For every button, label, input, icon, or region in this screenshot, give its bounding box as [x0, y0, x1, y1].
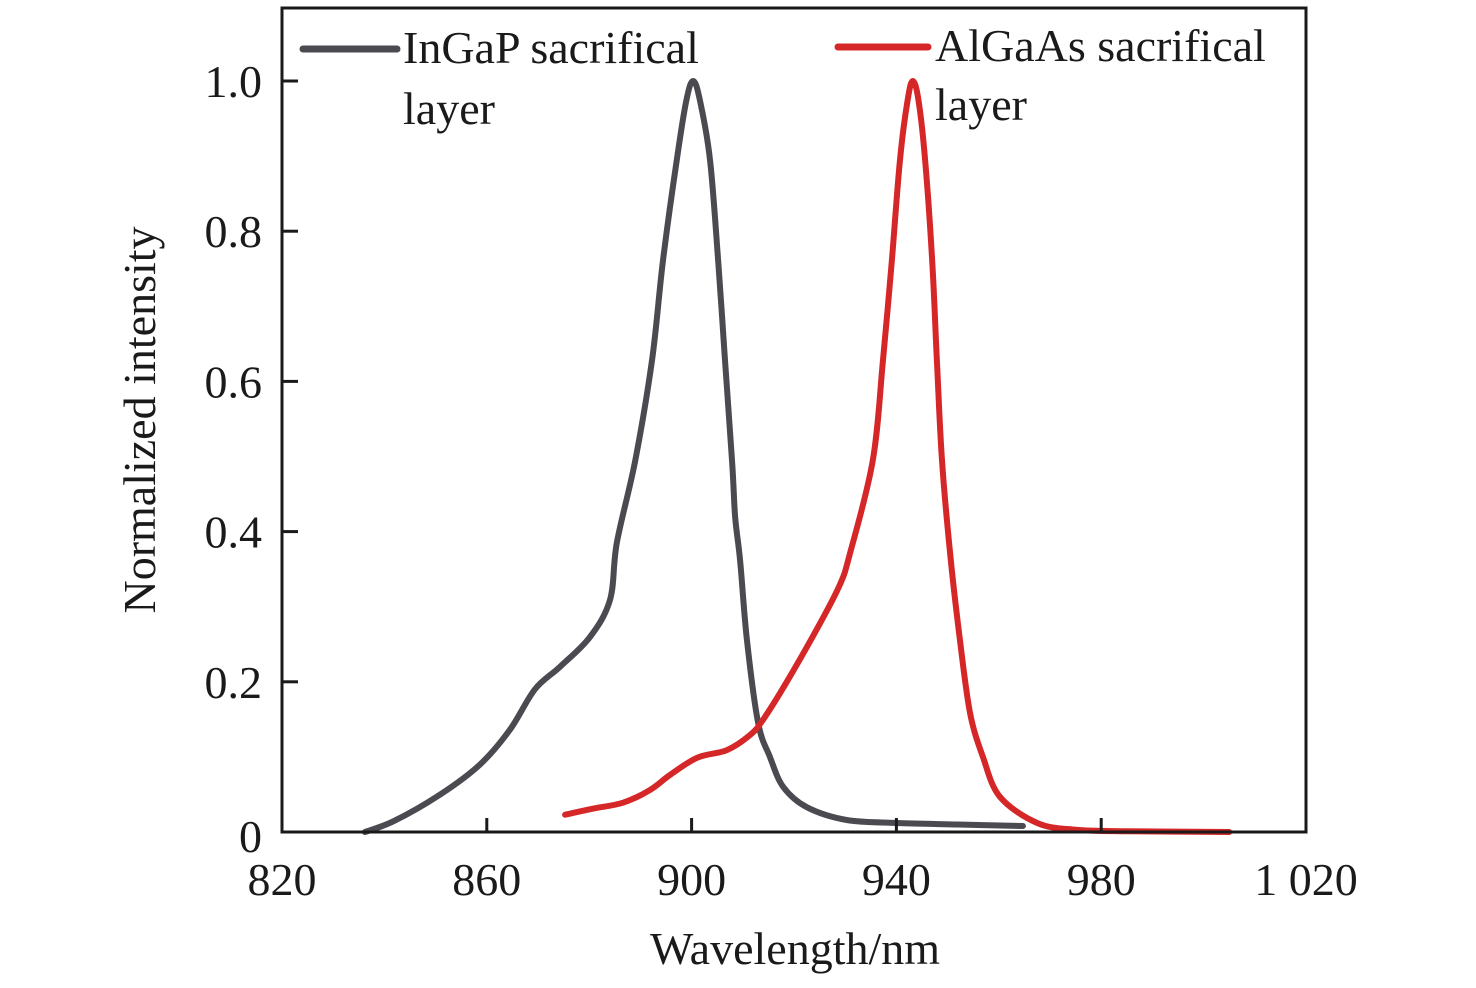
y-axis: 0 0.2 0.4 0.6 0.8 1.0	[205, 56, 298, 862]
series-line-0	[361, 78, 1026, 835]
legend-label: AlGaAs sacrifical	[935, 20, 1266, 71]
x-axis-title: Wavelength/nm	[650, 923, 940, 974]
x-tick-label: 980	[1067, 854, 1136, 905]
y-tick-label: 0.2	[205, 657, 263, 708]
x-axis: 820 860 900 940 980 1 020	[248, 818, 1358, 905]
legend: InGaP sacrifical layer AlGaAs sacrifical la…	[299, 20, 1266, 134]
plot-frame	[280, 6, 1308, 834]
series-layer	[361, 78, 1233, 835]
x-tick-label: 900	[657, 854, 726, 905]
series-line-1	[562, 78, 1233, 835]
y-tick-label: 0	[239, 811, 262, 862]
x-tick-label: 820	[248, 854, 317, 905]
legend-label: InGaP sacrifical	[403, 22, 699, 73]
y-tick-label: 0.4	[205, 507, 263, 558]
y-tick-label: 0.8	[205, 206, 263, 257]
y-tick-label: 0.6	[205, 356, 263, 407]
x-tick-label: 940	[862, 854, 931, 905]
y-tick-label: 1.0	[205, 56, 263, 107]
legend-item-1: AlGaAs sacrifical layer	[834, 20, 1266, 130]
x-tick-label: 860	[452, 854, 521, 905]
x-tick-label: 1 020	[1254, 854, 1358, 905]
y-axis-title: Normalized intensity	[114, 226, 165, 613]
legend-item-0: InGaP sacrifical layer	[299, 22, 699, 134]
legend-label: layer	[935, 79, 1027, 130]
legend-label: layer	[403, 83, 495, 134]
